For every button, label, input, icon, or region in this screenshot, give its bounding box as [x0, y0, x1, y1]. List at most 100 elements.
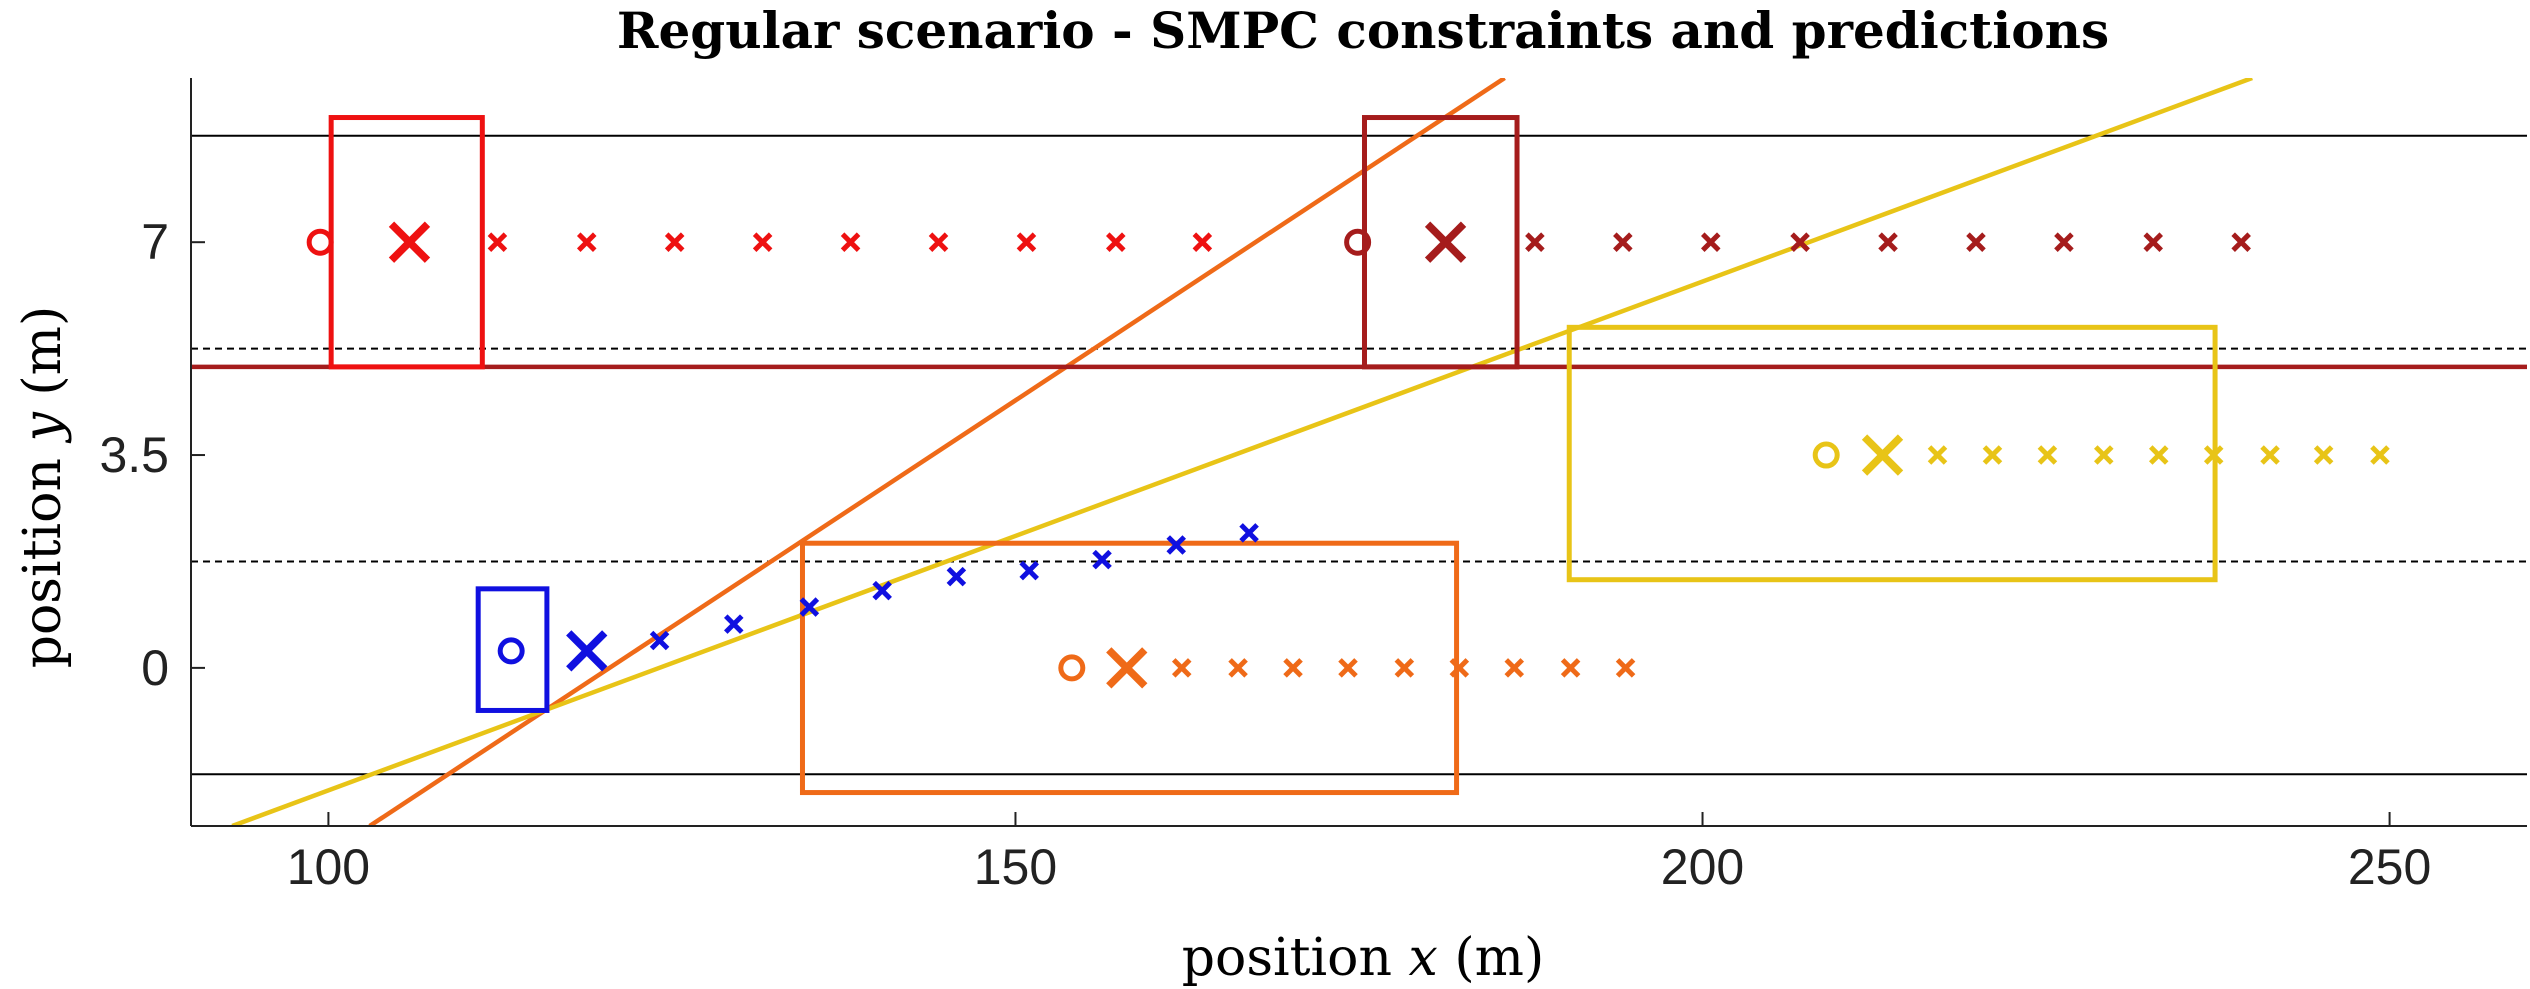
series-3-prediction-point-5 [2203, 445, 2224, 465]
series-2-prediction-point-6 [2054, 232, 2074, 252]
series-4-prediction-point-0 [1171, 658, 1192, 678]
y-tick-label-0: 0 [141, 640, 169, 696]
series-4-prediction-point-3 [1338, 658, 1358, 678]
series-2-prediction-point-7 [2143, 232, 2164, 252]
x-tick-label-2: 200 [1661, 839, 1744, 895]
series-3-prediction-point-0 [1927, 445, 1948, 465]
series-3-prediction-point-2-stroke-b [2037, 445, 2058, 465]
x-axis-label: position x (m) [1182, 928, 1545, 988]
series-4-prediction-point-8-stroke-b [1615, 658, 1636, 678]
series-4-current-marker [1106, 647, 1148, 689]
yellow-constraint-line [231, 78, 2253, 826]
series-1-current-marker-stroke-b [388, 221, 431, 263]
orange-constraint-line [368, 78, 1506, 826]
series-4-prediction-point-4-stroke-b [1394, 658, 1415, 678]
series-0-prediction-point-7 [1166, 535, 1187, 555]
series-1-prediction-point-7-stroke-b [1106, 232, 1126, 252]
series-2-prediction-point-1-stroke-b [1613, 232, 1633, 252]
y-axis-label: position y (m) [13, 306, 73, 669]
series-0-current-marker [566, 630, 608, 672]
series-3-current-marker [1861, 434, 1904, 476]
series-0-prediction-point-2-stroke-b [799, 597, 820, 617]
y-tick-label-2: 7 [141, 214, 169, 270]
series-0-prediction-point-2 [799, 597, 820, 617]
y-axis-label-prefix: position [13, 442, 73, 669]
series-0-prediction-point-4 [946, 566, 967, 587]
series-3-prediction-point-7 [2313, 445, 2334, 465]
series-2-prediction-point-5 [1966, 232, 1986, 252]
series-3-prediction-point-5-stroke-b [2203, 445, 2224, 465]
x-axis-label-var: x [1409, 928, 1438, 988]
series-3-prediction-point-2 [2037, 445, 2058, 465]
x-axis-label-suffix: (m) [1438, 928, 1544, 988]
series-1-prediction-point-5 [928, 232, 949, 252]
series-1-start-marker [306, 228, 334, 256]
series-0-prediction-point-3-stroke-b [872, 580, 892, 601]
series-0-prediction-point-0-stroke-b [649, 630, 670, 651]
series-2-prediction-point-3-stroke-b [1790, 232, 1810, 252]
series-3-prediction-point-8-stroke-b [2370, 445, 2390, 465]
series-2-prediction-point-6-stroke-b [2054, 232, 2074, 252]
series-1-prediction-point-2 [664, 232, 685, 252]
series-0-prediction-point-1-stroke-b [724, 614, 744, 634]
series-1-prediction-point-5-stroke-b [928, 232, 949, 252]
series-4-prediction-point-3-stroke-b [1338, 658, 1358, 678]
series-4-prediction-point-5 [1449, 658, 1470, 678]
plot-content [191, 78, 2527, 826]
series-3-prediction-point-3-stroke-b [2094, 445, 2114, 465]
series-2-prediction-point-2 [1701, 232, 1721, 252]
series-1-prediction-point-3 [752, 232, 773, 252]
series-3-prediction-point-7-stroke-b [2313, 445, 2334, 465]
series-3-prediction-point-6-stroke-b [2260, 445, 2280, 465]
series-2-prediction-point-3 [1790, 232, 1810, 252]
x-tick-label-1: 150 [974, 839, 1057, 895]
series-0-prediction-point-6-stroke-b [1092, 549, 1112, 570]
series-3-prediction-point-4 [2148, 445, 2169, 465]
series-2-prediction-point-0 [1525, 232, 1545, 252]
series-1-prediction-point-8 [1192, 232, 1213, 252]
series-1-prediction-point-6 [1016, 232, 1037, 252]
series-0-prediction-point-8-stroke-b [1239, 523, 1259, 543]
series-4-prediction-point-2 [1283, 658, 1303, 678]
plot-area: 100 150 200 250 0 3.5 7 [99, 78, 2527, 895]
series-4-prediction-point-8 [1615, 658, 1636, 678]
series-0-prediction-point-3 [872, 580, 892, 601]
y-axis-label-var: y [13, 412, 73, 444]
series-4-current-marker-stroke-b [1106, 647, 1148, 689]
ego-vehicle-box [475, 586, 550, 713]
series-3-prediction-point-4-stroke-b [2148, 445, 2169, 465]
chart-title: Regular scenario - SMPC constraints and … [617, 1, 2109, 60]
y-tick-label-1: 3.5 [99, 427, 169, 483]
series-4-prediction-point-0-stroke-b [1171, 658, 1192, 678]
series-2-prediction-point-7-stroke-b [2143, 232, 2164, 252]
series-1-prediction-point-3-stroke-b [752, 232, 773, 252]
series-3-prediction-point-0-stroke-b [1927, 445, 1948, 465]
series-2-current-marker [1424, 221, 1467, 263]
series-2-prediction-point-0-stroke-b [1525, 232, 1545, 252]
series-4-prediction-point-5-stroke-b [1449, 658, 1470, 678]
series-4-prediction-point-2-stroke-b [1283, 658, 1303, 678]
series-2-prediction-point-4 [1878, 232, 1898, 252]
series-0-prediction-point-4-stroke-b [946, 566, 967, 587]
series-1-prediction-point-6-stroke-b [1016, 232, 1037, 252]
series-0-prediction-point-5 [1019, 560, 1039, 581]
series-0-start-marker [497, 637, 525, 665]
series-1-prediction-point-7 [1106, 232, 1126, 252]
series-3-start-marker [1812, 441, 1840, 469]
series-3-prediction-point-6 [2260, 445, 2280, 465]
series-1-prediction-point-2-stroke-b [664, 232, 685, 252]
series-0-prediction-point-0 [649, 630, 670, 651]
series-4-prediction-point-6 [1504, 658, 1525, 678]
series-4-prediction-point-6-stroke-b [1504, 658, 1525, 678]
x-tick-label-3: 250 [2348, 839, 2431, 895]
x-axis-label-prefix: position [1182, 928, 1409, 988]
series-2-prediction-point-4-stroke-b [1878, 232, 1898, 252]
series-1-prediction-point-4 [840, 232, 861, 252]
series-0-current-marker-stroke-b [566, 630, 608, 672]
series-1-prediction-point-0 [487, 232, 508, 252]
series-2-prediction-point-1 [1613, 232, 1633, 252]
series-4-prediction-point-1-stroke-b [1228, 658, 1248, 678]
darkred-vehicle-box [1361, 115, 1520, 370]
series-1-prediction-point-0-stroke-b [487, 232, 508, 252]
